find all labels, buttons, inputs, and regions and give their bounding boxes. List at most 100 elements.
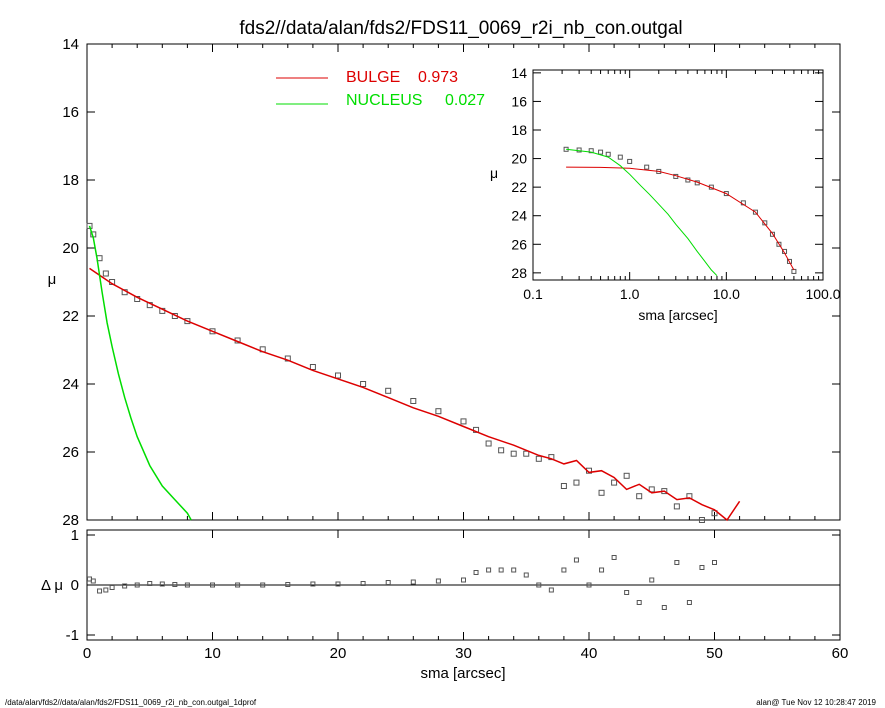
footer-right: alan@ Tue Nov 12 10:28:47 2019 — [756, 698, 876, 707]
data-point — [510, 450, 517, 457]
data-point — [686, 600, 692, 605]
data-point — [523, 572, 529, 578]
main-x-ticks — [86, 44, 841, 520]
inset-plot-area — [563, 146, 797, 277]
inset-ylabel: μ — [490, 165, 498, 181]
x-tick-label: 10.0 — [713, 286, 740, 302]
data-point — [122, 583, 128, 589]
xlabel: sma [arcsec] — [420, 665, 505, 682]
data-point — [385, 580, 391, 585]
data-point — [435, 408, 442, 415]
residual-ylabel: Δ μ — [41, 577, 63, 594]
data-point — [285, 582, 291, 587]
residual-x-ticks: 0 10 20 30 40 50 60 — [83, 530, 848, 662]
data-point — [461, 577, 466, 583]
data-point — [573, 479, 580, 486]
y-tick-label: 24 — [62, 376, 79, 393]
data-point — [511, 567, 517, 573]
y-tick-label: 24 — [511, 208, 527, 224]
data-point — [712, 560, 717, 565]
bulge-model-line — [89, 267, 741, 522]
data-point — [498, 447, 505, 454]
y-tick-label: 16 — [62, 104, 79, 121]
data-point — [623, 472, 630, 479]
x-tick-label: 50 — [706, 645, 723, 662]
data-point — [560, 483, 567, 489]
x-tick-label: 30 — [455, 645, 472, 662]
data-point — [673, 503, 680, 510]
data-point — [636, 600, 642, 605]
y-tick-label: 26 — [62, 444, 79, 461]
y-tick-label: 20 — [62, 240, 79, 257]
data-point — [360, 581, 366, 586]
data-point — [548, 454, 555, 461]
data-point — [134, 582, 140, 588]
data-point — [486, 567, 492, 573]
data-point — [561, 567, 567, 573]
inset-x-ticks: 0.1 1.0 10.0 100.0 — [523, 70, 841, 302]
y-tick-label: 18 — [62, 172, 79, 189]
main-plot-area — [86, 222, 741, 523]
data-point — [235, 582, 241, 588]
y-tick-label: 22 — [511, 179, 527, 195]
data-point — [573, 557, 579, 563]
y-tick-label: 20 — [511, 151, 527, 167]
data-point — [410, 579, 416, 585]
nucleus-model-line — [88, 225, 192, 521]
data-point — [147, 581, 153, 586]
data-point — [617, 154, 623, 160]
chart-title: fds2//data/alan/fds2/FDS11_0069_r2i_nb_c… — [239, 18, 682, 39]
y-tick-label: 28 — [511, 265, 527, 281]
data-point — [410, 398, 417, 404]
y-tick-label: 26 — [511, 236, 527, 252]
footer-left: /data/alan/fds2//data/alan/fds2/FDS11_00… — [5, 698, 257, 707]
data-point — [86, 222, 93, 229]
data-point — [184, 318, 191, 325]
data-point — [752, 209, 758, 215]
data-point — [588, 148, 594, 154]
data-point — [699, 565, 705, 570]
bulge-model-line — [566, 166, 795, 271]
residual-plot-area — [87, 555, 840, 610]
data-point — [586, 582, 592, 588]
legend-bulge-value: 0.973 — [418, 69, 458, 86]
data-point — [611, 555, 617, 560]
y-tick-label: 28 — [62, 512, 79, 529]
y-tick-label: 14 — [511, 65, 527, 81]
data-point — [460, 418, 467, 425]
data-point — [435, 578, 441, 584]
data-point — [611, 479, 618, 486]
data-point — [598, 489, 605, 496]
data-point — [209, 328, 216, 335]
data-point — [335, 581, 341, 587]
residual-panel: 0 10 20 30 40 50 60 10-1 Δ μ sma [arcsec] — [41, 527, 848, 682]
data-point — [360, 381, 367, 387]
data-point — [172, 582, 178, 587]
data-point — [776, 241, 782, 247]
x-tick-label: 0.1 — [523, 286, 543, 302]
x-tick-label: 1.0 — [620, 286, 640, 302]
main-panel: 14 16 18 20 22 24 26 28 μ BULGE 0.973 NUCLEUS 0… — [48, 36, 841, 529]
data-point — [762, 220, 768, 226]
data-point — [624, 590, 630, 595]
data-point — [109, 585, 115, 590]
x-tick-label: 100.0 — [805, 286, 840, 302]
data-point — [210, 582, 215, 588]
data-point — [599, 567, 605, 573]
data-point — [90, 578, 96, 584]
y-tick-label: 14 — [62, 36, 79, 53]
data-point — [769, 231, 775, 237]
main-ylabel: μ — [48, 271, 57, 288]
data-point — [605, 151, 611, 157]
inset-xlabel: sma [arcsec] — [638, 307, 717, 323]
inset-panel: 0.1 1.0 10.0 100.0 14 16 18 20 22 24 26 28 μ sma [… — [490, 65, 841, 323]
inset-y-ticks: 14 16 18 20 22 24 26 28 — [511, 65, 823, 281]
y-tick-label: 22 — [62, 308, 79, 325]
data-point — [786, 258, 792, 264]
data-point — [535, 455, 542, 462]
data-point — [184, 582, 190, 588]
data-point — [485, 440, 492, 447]
legend: BULGE 0.973 NUCLEUS 0.027 — [276, 69, 485, 109]
data-point — [636, 493, 643, 500]
